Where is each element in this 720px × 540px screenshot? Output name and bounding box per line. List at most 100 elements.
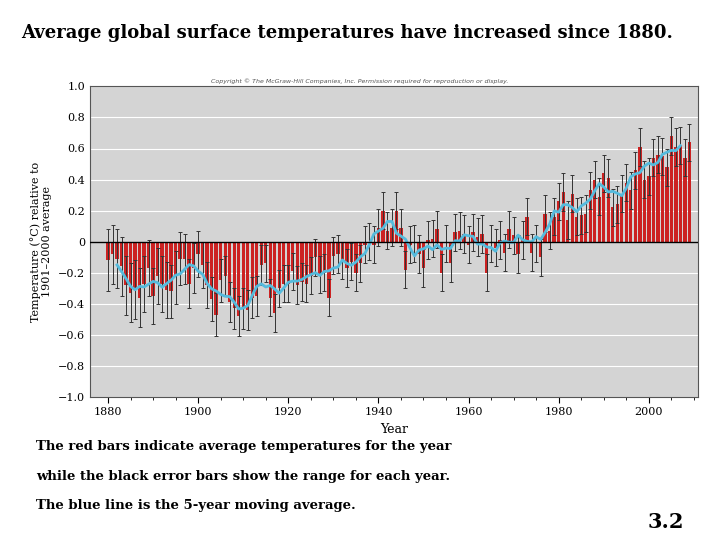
Bar bbox=[476, 237, 480, 241]
Bar bbox=[467, 241, 470, 245]
Bar bbox=[643, 179, 646, 241]
Bar bbox=[490, 241, 492, 243]
Bar bbox=[223, 241, 227, 276]
Bar bbox=[413, 241, 416, 243]
Bar bbox=[215, 241, 218, 315]
Bar bbox=[588, 191, 592, 241]
Bar bbox=[606, 178, 610, 241]
Bar bbox=[390, 228, 394, 241]
Bar bbox=[291, 241, 294, 271]
Bar bbox=[570, 193, 574, 241]
Bar bbox=[183, 241, 186, 259]
Bar bbox=[580, 215, 583, 241]
Bar bbox=[125, 241, 127, 285]
Bar bbox=[661, 156, 664, 241]
Bar bbox=[363, 241, 366, 245]
Bar bbox=[228, 241, 231, 302]
Bar bbox=[652, 158, 655, 241]
Bar bbox=[241, 241, 245, 308]
Bar bbox=[494, 241, 498, 248]
Bar bbox=[418, 241, 420, 254]
Bar bbox=[309, 241, 312, 276]
Bar bbox=[341, 241, 344, 260]
Bar bbox=[593, 179, 596, 241]
Bar bbox=[300, 241, 304, 282]
Bar bbox=[115, 241, 119, 259]
Bar bbox=[151, 241, 155, 296]
Bar bbox=[526, 217, 528, 241]
Bar bbox=[359, 241, 362, 264]
Bar bbox=[462, 234, 466, 241]
Bar bbox=[534, 241, 538, 243]
Bar bbox=[287, 241, 290, 284]
Bar bbox=[625, 183, 628, 241]
Bar bbox=[575, 217, 578, 241]
Bar bbox=[508, 229, 510, 241]
Bar bbox=[480, 234, 484, 241]
Bar bbox=[629, 191, 632, 241]
Bar bbox=[273, 241, 276, 313]
Bar bbox=[602, 173, 606, 241]
Bar bbox=[616, 204, 619, 241]
Bar bbox=[521, 240, 524, 241]
Bar bbox=[436, 229, 438, 241]
Bar bbox=[440, 241, 444, 273]
Bar bbox=[219, 241, 222, 280]
Bar bbox=[237, 241, 240, 316]
Bar bbox=[566, 220, 570, 241]
Bar bbox=[205, 241, 209, 285]
Bar bbox=[647, 177, 650, 241]
Bar bbox=[598, 197, 601, 241]
Bar bbox=[454, 232, 456, 241]
Bar bbox=[111, 241, 114, 254]
Bar bbox=[138, 241, 141, 298]
Bar bbox=[539, 241, 542, 257]
Bar bbox=[557, 201, 560, 241]
Bar bbox=[408, 241, 412, 245]
Bar bbox=[264, 241, 267, 264]
Bar bbox=[431, 239, 434, 241]
Bar bbox=[197, 241, 200, 254]
Bar bbox=[665, 167, 669, 241]
Bar bbox=[354, 241, 358, 273]
Bar bbox=[656, 154, 660, 241]
Text: The blue line is the 5-year moving average.: The blue line is the 5-year moving avera… bbox=[36, 500, 356, 512]
Bar bbox=[584, 214, 588, 241]
Bar bbox=[683, 158, 687, 241]
Bar bbox=[444, 241, 448, 243]
Bar bbox=[404, 241, 407, 269]
Bar bbox=[485, 241, 488, 273]
Bar bbox=[192, 241, 195, 268]
Bar bbox=[512, 235, 516, 241]
Bar bbox=[282, 241, 285, 284]
Bar bbox=[165, 241, 168, 290]
Bar bbox=[638, 147, 642, 241]
Bar bbox=[305, 241, 308, 284]
Bar bbox=[548, 231, 552, 241]
Bar bbox=[327, 241, 330, 298]
Bar bbox=[688, 142, 691, 241]
Bar bbox=[156, 241, 159, 276]
Bar bbox=[233, 241, 236, 308]
Bar bbox=[426, 240, 430, 241]
Bar bbox=[174, 241, 177, 278]
Bar bbox=[179, 241, 182, 259]
Bar bbox=[395, 211, 398, 241]
Bar bbox=[201, 241, 204, 265]
Bar bbox=[372, 241, 376, 245]
Bar bbox=[210, 241, 213, 299]
Bar bbox=[296, 241, 299, 285]
Bar bbox=[382, 211, 384, 241]
Bar bbox=[147, 241, 150, 268]
Bar bbox=[674, 147, 678, 241]
Bar bbox=[377, 228, 380, 241]
Text: while the black error bars show the range for each year.: while the black error bars show the rang… bbox=[36, 470, 450, 483]
Bar bbox=[422, 241, 426, 268]
Bar bbox=[386, 231, 389, 241]
Bar bbox=[169, 241, 173, 292]
Bar bbox=[260, 241, 263, 265]
Bar bbox=[400, 228, 402, 241]
Bar bbox=[246, 241, 249, 310]
Bar bbox=[498, 240, 502, 241]
Text: Average global surface temperatures have increased since 1880.: Average global surface temperatures have… bbox=[22, 24, 673, 42]
